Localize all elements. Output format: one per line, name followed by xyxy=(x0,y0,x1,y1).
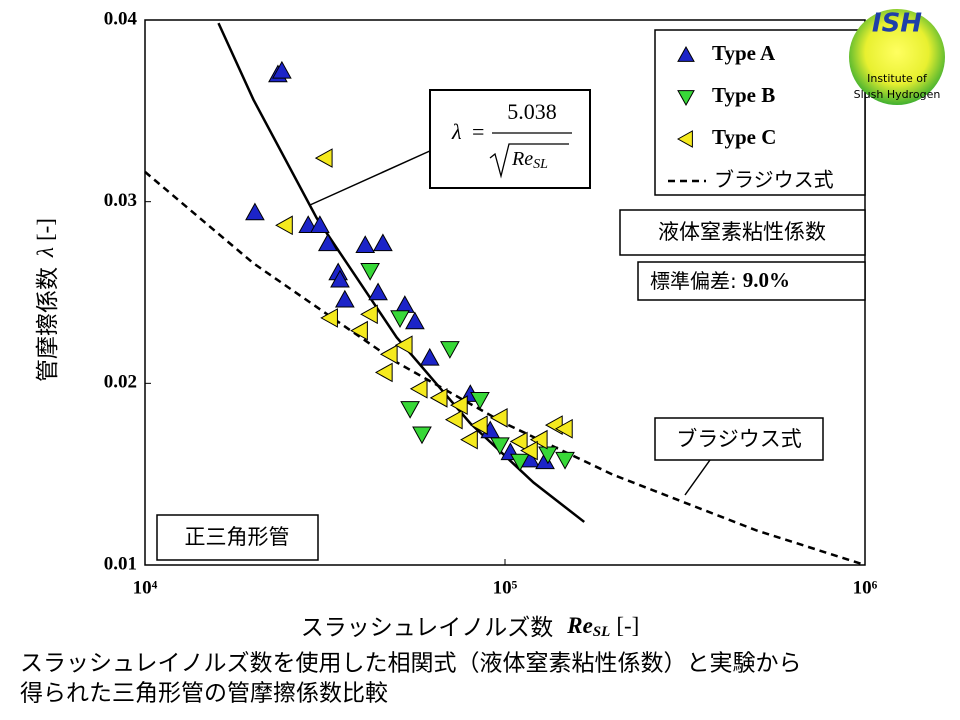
point xyxy=(374,362,393,383)
point xyxy=(360,304,378,325)
std-text: 標準偏差: 9.0% xyxy=(650,268,790,293)
curve xyxy=(144,170,866,567)
point xyxy=(412,426,432,445)
formula-lhs: λ xyxy=(451,119,462,144)
y-tick-label: 0.03 xyxy=(104,190,137,211)
caption-line: スラッシュレイノルズ数を使用した相関式（液体窒素粘性係数）と実験から xyxy=(20,651,802,677)
point xyxy=(350,320,368,341)
shape-box xyxy=(156,514,319,561)
y-tick-label: 0.02 xyxy=(104,372,137,393)
x-label-symbol: Re xyxy=(566,613,593,638)
point xyxy=(409,378,428,399)
std-value: 9.0% xyxy=(743,268,790,292)
point xyxy=(310,215,330,233)
x-label-sub: SL xyxy=(593,624,611,640)
point xyxy=(440,341,460,359)
y-label-symbol: λ xyxy=(33,247,58,258)
point xyxy=(529,429,548,450)
point xyxy=(395,295,415,313)
y-axis-label: 管摩擦係数 λ [-] xyxy=(33,218,60,382)
y-tick-label: 0.01 xyxy=(104,553,137,574)
x-tick-label: 10⁵ xyxy=(493,577,518,598)
blasius-label: ブラジウス式 xyxy=(676,427,802,451)
point xyxy=(538,446,558,465)
formula-eq: = xyxy=(472,119,484,144)
point xyxy=(368,282,388,301)
formula-re: Re xyxy=(511,148,533,170)
formula-numerator: 5.038 xyxy=(507,99,557,124)
y-label-text: 管摩擦係数 xyxy=(35,267,61,382)
point xyxy=(275,215,293,236)
formula-denominator: ReSL xyxy=(511,148,548,173)
point xyxy=(444,409,463,430)
fluid-box xyxy=(619,209,866,256)
point xyxy=(490,437,510,456)
legend-marker xyxy=(676,130,693,148)
plot-area xyxy=(144,22,866,567)
blasius-pointer xyxy=(684,459,711,496)
curve xyxy=(217,22,586,523)
std-box xyxy=(637,261,866,301)
point xyxy=(554,418,573,439)
legend-marker xyxy=(677,90,695,107)
point xyxy=(272,60,292,79)
logo-line1: Institute of xyxy=(867,72,928,85)
legend-label: Type C xyxy=(712,125,776,149)
point xyxy=(373,233,393,252)
point xyxy=(320,308,338,328)
x-label-text: スラッシュレイノルズ数 xyxy=(301,615,554,641)
sqrt-sign xyxy=(489,143,569,179)
point xyxy=(419,347,440,366)
legend-label: Type B xyxy=(712,83,775,107)
point xyxy=(405,311,425,330)
caption-line: 得られた三角形管の管摩擦係数比較 xyxy=(20,681,388,707)
point xyxy=(449,395,468,415)
logo-abbr: ISH xyxy=(872,9,922,39)
x-axis-label: スラッシュレイノルズ数 ReSL [-] xyxy=(301,613,640,640)
logo-circle xyxy=(849,9,945,105)
point xyxy=(317,233,338,252)
point xyxy=(360,263,380,281)
point xyxy=(489,408,508,428)
point xyxy=(379,344,398,365)
legend-marker xyxy=(677,45,695,62)
point xyxy=(510,453,530,472)
std-label: 標準偏差: xyxy=(650,269,737,293)
point xyxy=(544,415,563,435)
legend-label: ブラジウス式 xyxy=(714,168,834,192)
point xyxy=(245,202,265,221)
formula-pointer xyxy=(309,149,433,206)
point xyxy=(330,269,350,288)
point xyxy=(429,388,448,408)
shape-label: 正三角形管 xyxy=(185,525,290,549)
x-label-unit: [-] xyxy=(616,613,639,638)
point xyxy=(394,335,413,356)
x-tick-label: 10⁴ xyxy=(133,577,158,598)
x-tick-label: 10⁶ xyxy=(853,577,878,598)
point xyxy=(314,148,333,168)
y-label-unit: [-] xyxy=(33,218,58,241)
legend-label: Type A xyxy=(712,41,776,65)
point xyxy=(509,431,528,452)
fluid-label: 液体窒素粘性係数 xyxy=(658,220,826,244)
point xyxy=(460,429,478,450)
point xyxy=(470,391,490,410)
blasius-box xyxy=(654,417,824,461)
point xyxy=(390,310,410,328)
point xyxy=(334,289,355,308)
formula-sub: SL xyxy=(533,157,548,172)
logo-line2: Slush Hydrogen xyxy=(854,88,941,101)
formula-box xyxy=(429,89,591,189)
y-tick-label: 0.04 xyxy=(104,8,138,29)
point xyxy=(400,401,420,419)
legend: Type A Type B Type C ブラジウス式 xyxy=(668,41,834,192)
point xyxy=(355,235,376,253)
point xyxy=(555,451,575,470)
point xyxy=(469,415,488,435)
point xyxy=(520,440,538,461)
